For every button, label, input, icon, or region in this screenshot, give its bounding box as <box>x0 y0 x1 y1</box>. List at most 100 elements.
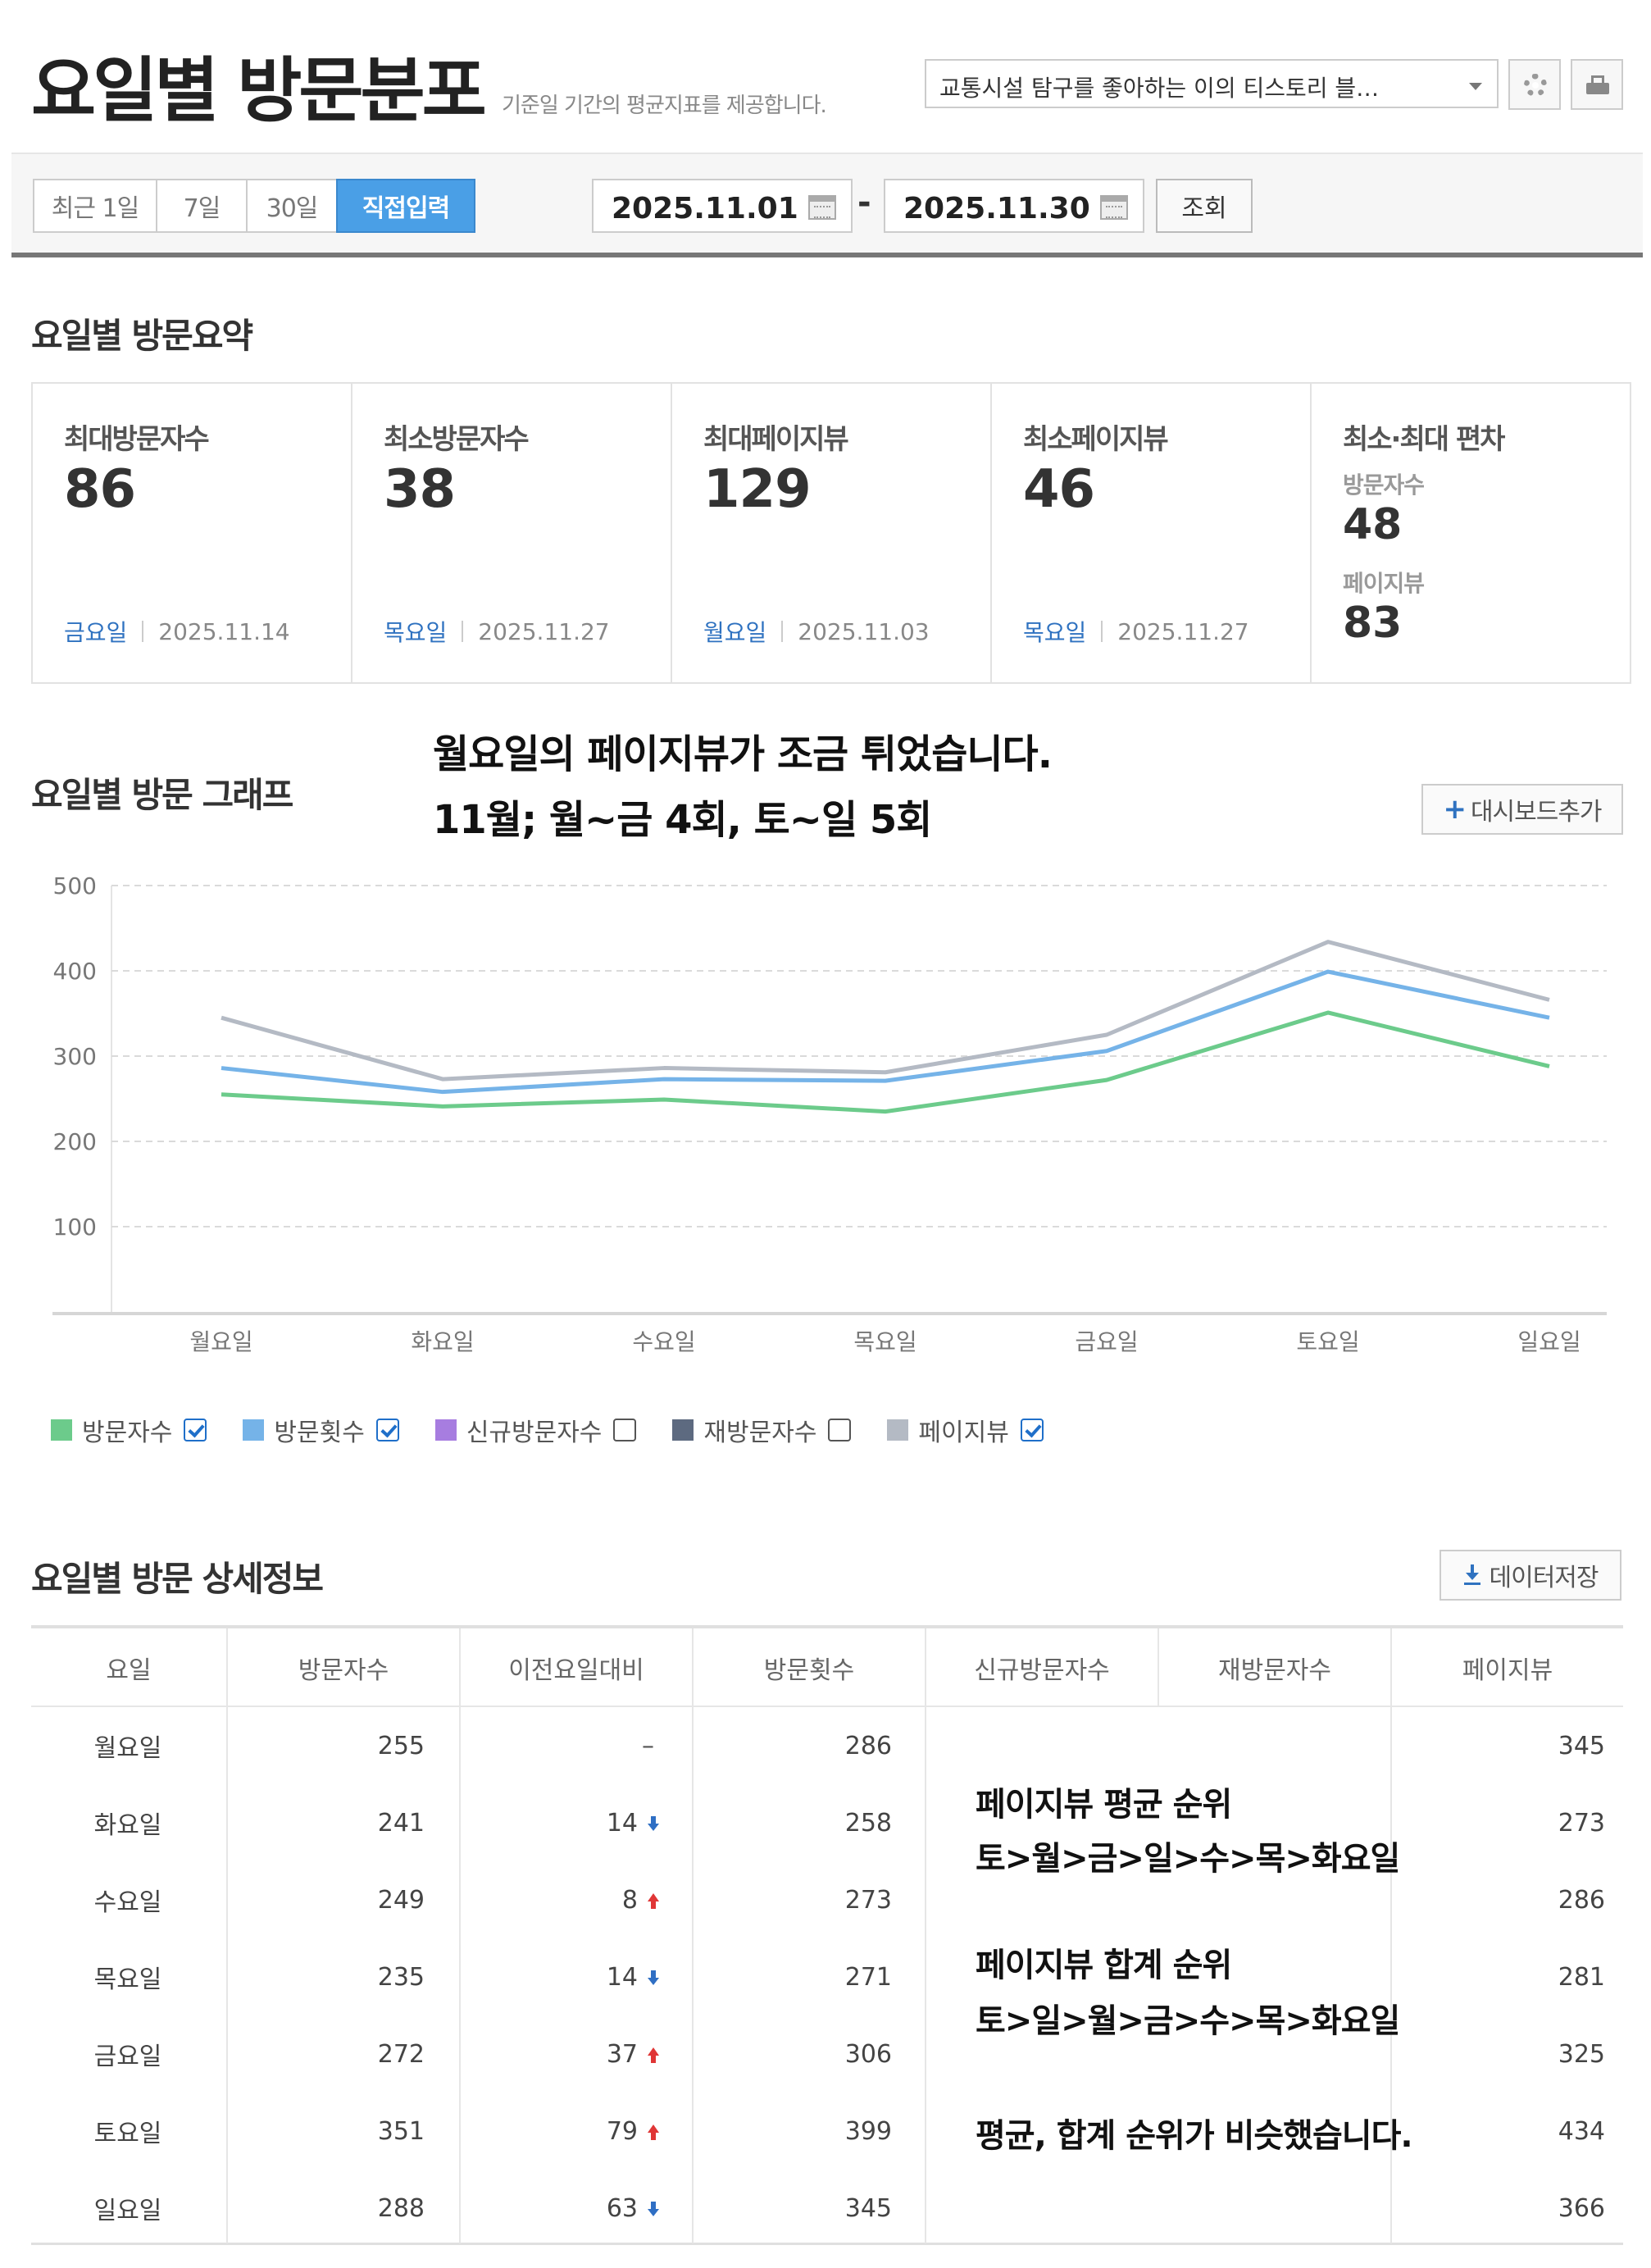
page-subtitle: 기준일 기간의 평균지표를 제공합니다. <box>502 93 827 118</box>
legend-checkbox-visits[interactable] <box>375 1419 399 1441</box>
cell-day: 월요일 <box>93 1734 162 1763</box>
cell-pageviews: 281 <box>1558 1962 1605 1992</box>
arrow-down-icon <box>648 1816 659 1833</box>
end-date-input[interactable]: 2025.11.30 <box>884 179 1144 233</box>
pv-sum-rank-title: 페이지뷰 합계 순위 <box>976 1947 1232 1984</box>
card-label: 최소페이지뷰 <box>1023 423 1169 456</box>
settings-button[interactable] <box>1508 59 1561 110</box>
x-tick-label: 수요일 <box>632 1328 695 1355</box>
cell-pageviews: 366 <box>1558 2193 1605 2223</box>
summary-card-min-pageviews: 최소페이지뷰 46 목요일 2025.11.27 <box>992 384 1312 682</box>
save-data-label: 데이터저장 <box>1489 1564 1599 1592</box>
print-button[interactable] <box>1571 59 1623 110</box>
x-tick-label: 화요일 <box>411 1328 474 1355</box>
gear-icon <box>1524 74 1547 97</box>
graph-note-line2: 11월; 월~금 4회, 토~일 5회 <box>433 797 932 843</box>
add-dashboard-button[interactable]: + 대시보드추가 <box>1421 784 1623 835</box>
chart-legend: 방문자수 방문횟수 신규방문자수 재방문자수 페이지뷰 <box>51 1412 1080 1448</box>
card-value: 129 <box>703 459 812 520</box>
column-header-diff: 이전요일대비 <box>461 1628 694 1707</box>
range-7day-button[interactable]: 7일 <box>156 179 246 233</box>
range-1day-button[interactable]: 최근 1일 <box>33 179 156 233</box>
cell-visits: 345 <box>844 2193 892 2223</box>
summary-cards: 최대방문자수 86 금요일 2025.11.14 최소방문자수 38 목요일 2… <box>31 382 1631 684</box>
table-row: 수요일 249 8 273 286 <box>31 1861 1623 1938</box>
chart-svg: 100 200 300 400 500 월요일 화요일 수요일 목요일 금요일 토요일 일요일 <box>52 872 1607 1355</box>
no-change-dash-icon: – <box>642 1731 654 1760</box>
calendar-icon[interactable] <box>808 195 836 220</box>
legend-swatch <box>887 1419 909 1441</box>
pv-rank-conclusion: 평균, 합계 순위가 비슷했습니다. <box>976 2117 1413 2155</box>
summary-card-min-visitors: 최소방문자수 38 목요일 2025.11.27 <box>352 384 672 682</box>
series-line-2 <box>221 969 1550 1095</box>
legend-checkbox-returning-visitors[interactable] <box>828 1419 852 1441</box>
cell-visitors: 235 <box>377 1962 425 1992</box>
blog-select[interactable]: 교통시설 탐구를 좋아하는 이의 티스토리 블… <box>925 59 1499 108</box>
cell-visits: 286 <box>844 1731 892 1760</box>
diff-value: 14 <box>606 1962 638 1992</box>
cell-diff: 79 <box>462 2093 659 2170</box>
cell-visits: 271 <box>844 1962 892 1992</box>
detail-section-title: 요일별 방문 상세정보 <box>31 1559 324 1599</box>
legend-swatch <box>243 1419 265 1441</box>
cell-pageviews: 325 <box>1558 2039 1605 2069</box>
deviation-visitors-value: 48 <box>1343 500 1403 549</box>
legend-checkbox-visitors[interactable] <box>184 1419 207 1441</box>
table-row: 일요일 288 63 345 366 <box>31 2170 1623 2247</box>
card-day-link[interactable]: 목요일 <box>384 619 448 646</box>
arrow-down-icon <box>648 2202 659 2218</box>
range-custom-button[interactable]: 직접입력 <box>336 179 475 233</box>
column-header-visits: 방문횟수 <box>694 1628 926 1707</box>
legend-checkbox-pageviews[interactable] <box>1020 1419 1044 1441</box>
cell-visits: 399 <box>844 2116 892 2146</box>
cell-diff: 37 <box>462 2015 659 2093</box>
pv-avg-rank-text: 토>월>금>일>수>목>화요일 <box>976 1840 1400 1878</box>
cell-pageviews: 273 <box>1558 1808 1605 1838</box>
card-day-link[interactable]: 월요일 <box>703 619 767 646</box>
x-tick-label: 토요일 <box>1296 1328 1359 1355</box>
download-icon <box>1463 1564 1481 1586</box>
table-header: 요일 방문자수 이전요일대비 방문횟수 신규방문자수 재방문자수 페이지뷰 <box>31 1628 1623 1707</box>
card-date: 2025.11.14 <box>158 617 290 645</box>
legend-label: 신규방문자수 <box>466 1419 603 1447</box>
legend-item-visits: 방문횟수 <box>243 1412 399 1448</box>
table-row: 월요일 255 – 286 345 <box>31 1707 1623 1784</box>
card-day-link[interactable]: 목요일 <box>1023 619 1087 646</box>
diff-value: 79 <box>606 2116 638 2146</box>
date-filter-bar: 최근 1일 7일 30일 직접입력 2025.11.01 - 2025.11.3… <box>11 154 1643 257</box>
column-header-pageviews: 페이지뷰 <box>1462 1656 1553 1685</box>
legend-label: 방문자수 <box>82 1419 173 1447</box>
cell-day: 화요일 <box>93 1811 162 1840</box>
legend-item-visitors: 방문자수 <box>51 1412 207 1448</box>
cell-day: 토요일 <box>93 2120 162 2148</box>
legend-checkbox-new-visitors[interactable] <box>613 1419 637 1441</box>
table-row: 금요일 272 37 306 325 <box>31 2015 1623 2093</box>
cell-visitors: 249 <box>377 1885 425 1915</box>
graph-note-line1: 월요일의 페이지뷰가 조금 튀었습니다. <box>433 731 1053 777</box>
range-30day-button[interactable]: 30일 <box>246 179 336 233</box>
calendar-icon[interactable] <box>1100 195 1128 220</box>
x-tick-label: 금요일 <box>1075 1328 1138 1355</box>
y-tick-label: 300 <box>53 1043 97 1070</box>
arrow-up-icon <box>648 1893 659 1910</box>
deviation-pageviews-label: 페이지뷰 <box>1343 570 1425 597</box>
start-date-input[interactable]: 2025.11.01 <box>592 179 853 233</box>
end-date-value: 2025.11.30 <box>903 192 1090 225</box>
pv-sum-rank-text: 토>일>월>금>수>목>화요일 <box>976 2002 1400 2040</box>
diff-value: 8 <box>621 1885 638 1915</box>
arrow-down-icon <box>648 1970 659 1987</box>
legend-swatch <box>434 1419 457 1441</box>
card-date: 2025.11.03 <box>798 617 930 645</box>
cell-diff: 14 <box>462 1938 659 2015</box>
card-date: 2025.11.27 <box>478 617 610 645</box>
column-header-returning-visitors: 재방문자수 <box>1159 1628 1392 1707</box>
card-day-link[interactable]: 금요일 <box>64 619 128 646</box>
legend-label: 페이지뷰 <box>918 1419 1009 1447</box>
card-value: 38 <box>384 459 456 520</box>
card-label: 최소방문자수 <box>384 423 530 456</box>
cell-visitors: 241 <box>377 1808 425 1838</box>
date-separator: - <box>857 184 871 221</box>
y-tick-label: 500 <box>53 872 97 899</box>
save-data-button[interactable]: 데이터저장 <box>1440 1550 1621 1601</box>
search-button[interactable]: 조회 <box>1156 179 1253 233</box>
